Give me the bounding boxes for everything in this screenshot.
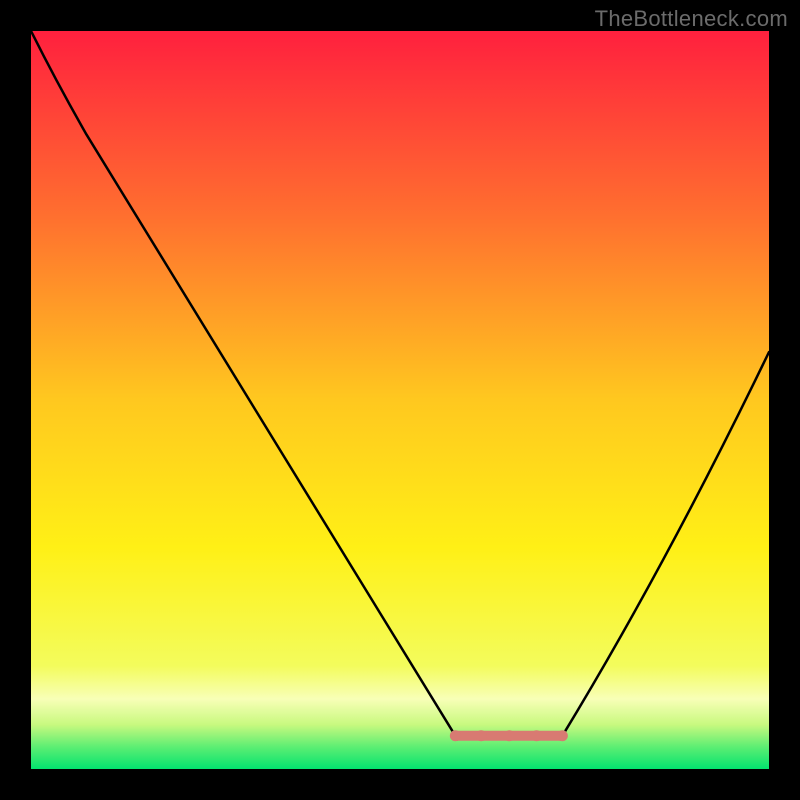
plot-area	[31, 31, 769, 769]
gradient-background	[31, 31, 769, 769]
watermark-label: TheBottleneck.com	[595, 6, 788, 32]
bottom-highlight-segment	[450, 730, 568, 741]
